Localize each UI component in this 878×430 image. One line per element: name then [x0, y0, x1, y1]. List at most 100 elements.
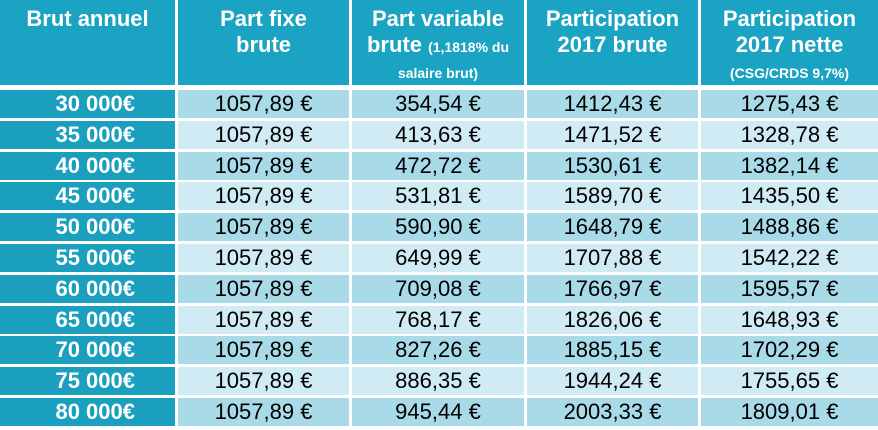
cell-text: 1275,43 € [740, 91, 839, 116]
table-cell: 1542,22 € [701, 244, 878, 272]
table-cell: 1589,70 € [527, 182, 698, 211]
table-cell: 1057,89 € [178, 336, 349, 365]
cell-text: 1057,89 € [214, 121, 313, 147]
table-cell: 1826,06 € [527, 305, 698, 334]
row-label: 30 000€ [0, 90, 175, 118]
table-cell: 1057,89 € [178, 305, 349, 334]
cell-text: 1435,50 € [740, 183, 839, 209]
cell-text: 1595,57 € [740, 275, 839, 301]
table-cell: 1328,78 € [701, 120, 878, 149]
table-cell: 1275,43 € [701, 90, 878, 118]
cell-text: 1057,89 € [214, 337, 313, 363]
cell-text: 1057,89 € [214, 152, 313, 178]
table-cell: 1435,50 € [701, 182, 878, 211]
header-cell: Part fixe brute [178, 0, 349, 85]
table-cell: 1412,43 € [527, 90, 698, 118]
table-cell: 1488,86 € [701, 213, 878, 242]
cell-text: 1057,89 € [214, 368, 313, 394]
header-cell: Participation 2017 brute [527, 0, 698, 85]
table-cell: 1809,01 € [701, 398, 878, 426]
header-cell: Part variable brute (1,1818% du salaire … [352, 0, 524, 85]
cell-text: 1530,61 € [563, 152, 662, 178]
table-cell: 1057,89 € [178, 213, 349, 242]
header-title: Part variable brute [366, 6, 505, 57]
row-label: 35 000€ [0, 120, 175, 149]
table-cell: 1057,89 € [178, 90, 349, 118]
cell-text: 945,44 € [395, 399, 481, 424]
header-note: (1,1818% du salaire brut) [397, 39, 510, 81]
cell-text: 1382,14 € [740, 152, 839, 178]
cell-text: 472,72 € [395, 152, 481, 178]
table-cell: 1766,97 € [527, 274, 698, 303]
table-cell: 827,26 € [352, 336, 524, 365]
header-title: Participation 2017 nette [722, 6, 857, 57]
table-cell: 1471,52 € [527, 120, 698, 149]
table-cell: 1057,89 € [178, 120, 349, 149]
cell-text: 354,54 € [395, 91, 481, 116]
cell-text: 75 000€ [55, 368, 135, 394]
table-cell: 472,72 € [352, 151, 524, 180]
cell-text: 590,90 € [395, 214, 481, 240]
cell-text: 30 000€ [55, 91, 135, 116]
cell-text: 709,08 € [395, 275, 481, 301]
table-cell: 1057,89 € [178, 274, 349, 303]
cell-text: 1488,86 € [740, 214, 839, 240]
row-label: 60 000€ [0, 274, 175, 303]
table-cell: 354,54 € [352, 90, 524, 118]
cell-text: 827,26 € [395, 337, 481, 363]
cell-text: 55 000€ [55, 245, 135, 270]
table-cell: 768,17 € [352, 305, 524, 334]
table-cell: 1530,61 € [527, 151, 698, 180]
table-cell: 1707,88 € [527, 244, 698, 272]
cell-text: 60 000€ [55, 275, 135, 301]
cell-text: 649,99 € [395, 245, 481, 270]
table-cell: 1057,89 € [178, 151, 349, 180]
cell-text: 1057,89 € [214, 214, 313, 240]
table-cell: 1648,93 € [701, 305, 878, 334]
table-cell: 1057,89 € [178, 398, 349, 426]
header-title: Participation 2017 brute [545, 6, 680, 57]
table-cell: 1944,24 € [527, 367, 698, 396]
row-label: 80 000€ [0, 398, 175, 426]
table-cell: 1382,14 € [701, 151, 878, 180]
cell-text: 80 000€ [55, 399, 135, 424]
cell-text: 1057,89 € [214, 306, 313, 332]
row-label: 50 000€ [0, 213, 175, 242]
cell-text: 1755,65 € [740, 368, 839, 394]
table-cell: 1595,57 € [701, 274, 878, 303]
cell-text: 50 000€ [55, 214, 135, 240]
cell-text: 40 000€ [55, 152, 135, 178]
cell-text: 413,63 € [395, 121, 481, 147]
row-label: 70 000€ [0, 336, 175, 365]
table-cell: 2003,33 € [527, 398, 698, 426]
cell-text: 2003,33 € [563, 399, 662, 424]
cell-text: 1328,78 € [740, 121, 839, 147]
header-cell: Participation 2017 nette (CSG/CRDS 9,7%) [701, 0, 878, 85]
cell-text: 1057,89 € [214, 275, 313, 301]
cell-text: 70 000€ [55, 337, 135, 363]
cell-text: 1057,89 € [214, 91, 313, 116]
cell-text: 1412,43 € [563, 91, 662, 116]
table-cell: 1702,29 € [701, 336, 878, 365]
cell-text: 1766,97 € [563, 275, 662, 301]
cell-text: 886,35 € [395, 368, 481, 394]
cell-text: 35 000€ [55, 121, 135, 147]
header-note: (CSG/CRDS 9,7%) [729, 65, 850, 81]
table-cell: 1648,79 € [527, 213, 698, 242]
row-label: 75 000€ [0, 367, 175, 396]
cell-text: 1707,88 € [563, 245, 662, 270]
table-cell: 413,63 € [352, 120, 524, 149]
table-cell: 1057,89 € [178, 182, 349, 211]
table-cell: 886,35 € [352, 367, 524, 396]
cell-text: 768,17 € [395, 306, 481, 332]
cell-text: 1648,93 € [740, 306, 839, 332]
cell-text: 1702,29 € [740, 337, 839, 363]
table-cell: 945,44 € [352, 398, 524, 426]
header-title: Brut annuel [26, 6, 149, 31]
cell-text: 1809,01 € [740, 399, 839, 424]
cell-text: 1944,24 € [563, 368, 662, 394]
cell-text: 1057,89 € [214, 245, 313, 270]
cell-text: 1057,89 € [214, 399, 313, 424]
cell-text: 1648,79 € [563, 214, 662, 240]
